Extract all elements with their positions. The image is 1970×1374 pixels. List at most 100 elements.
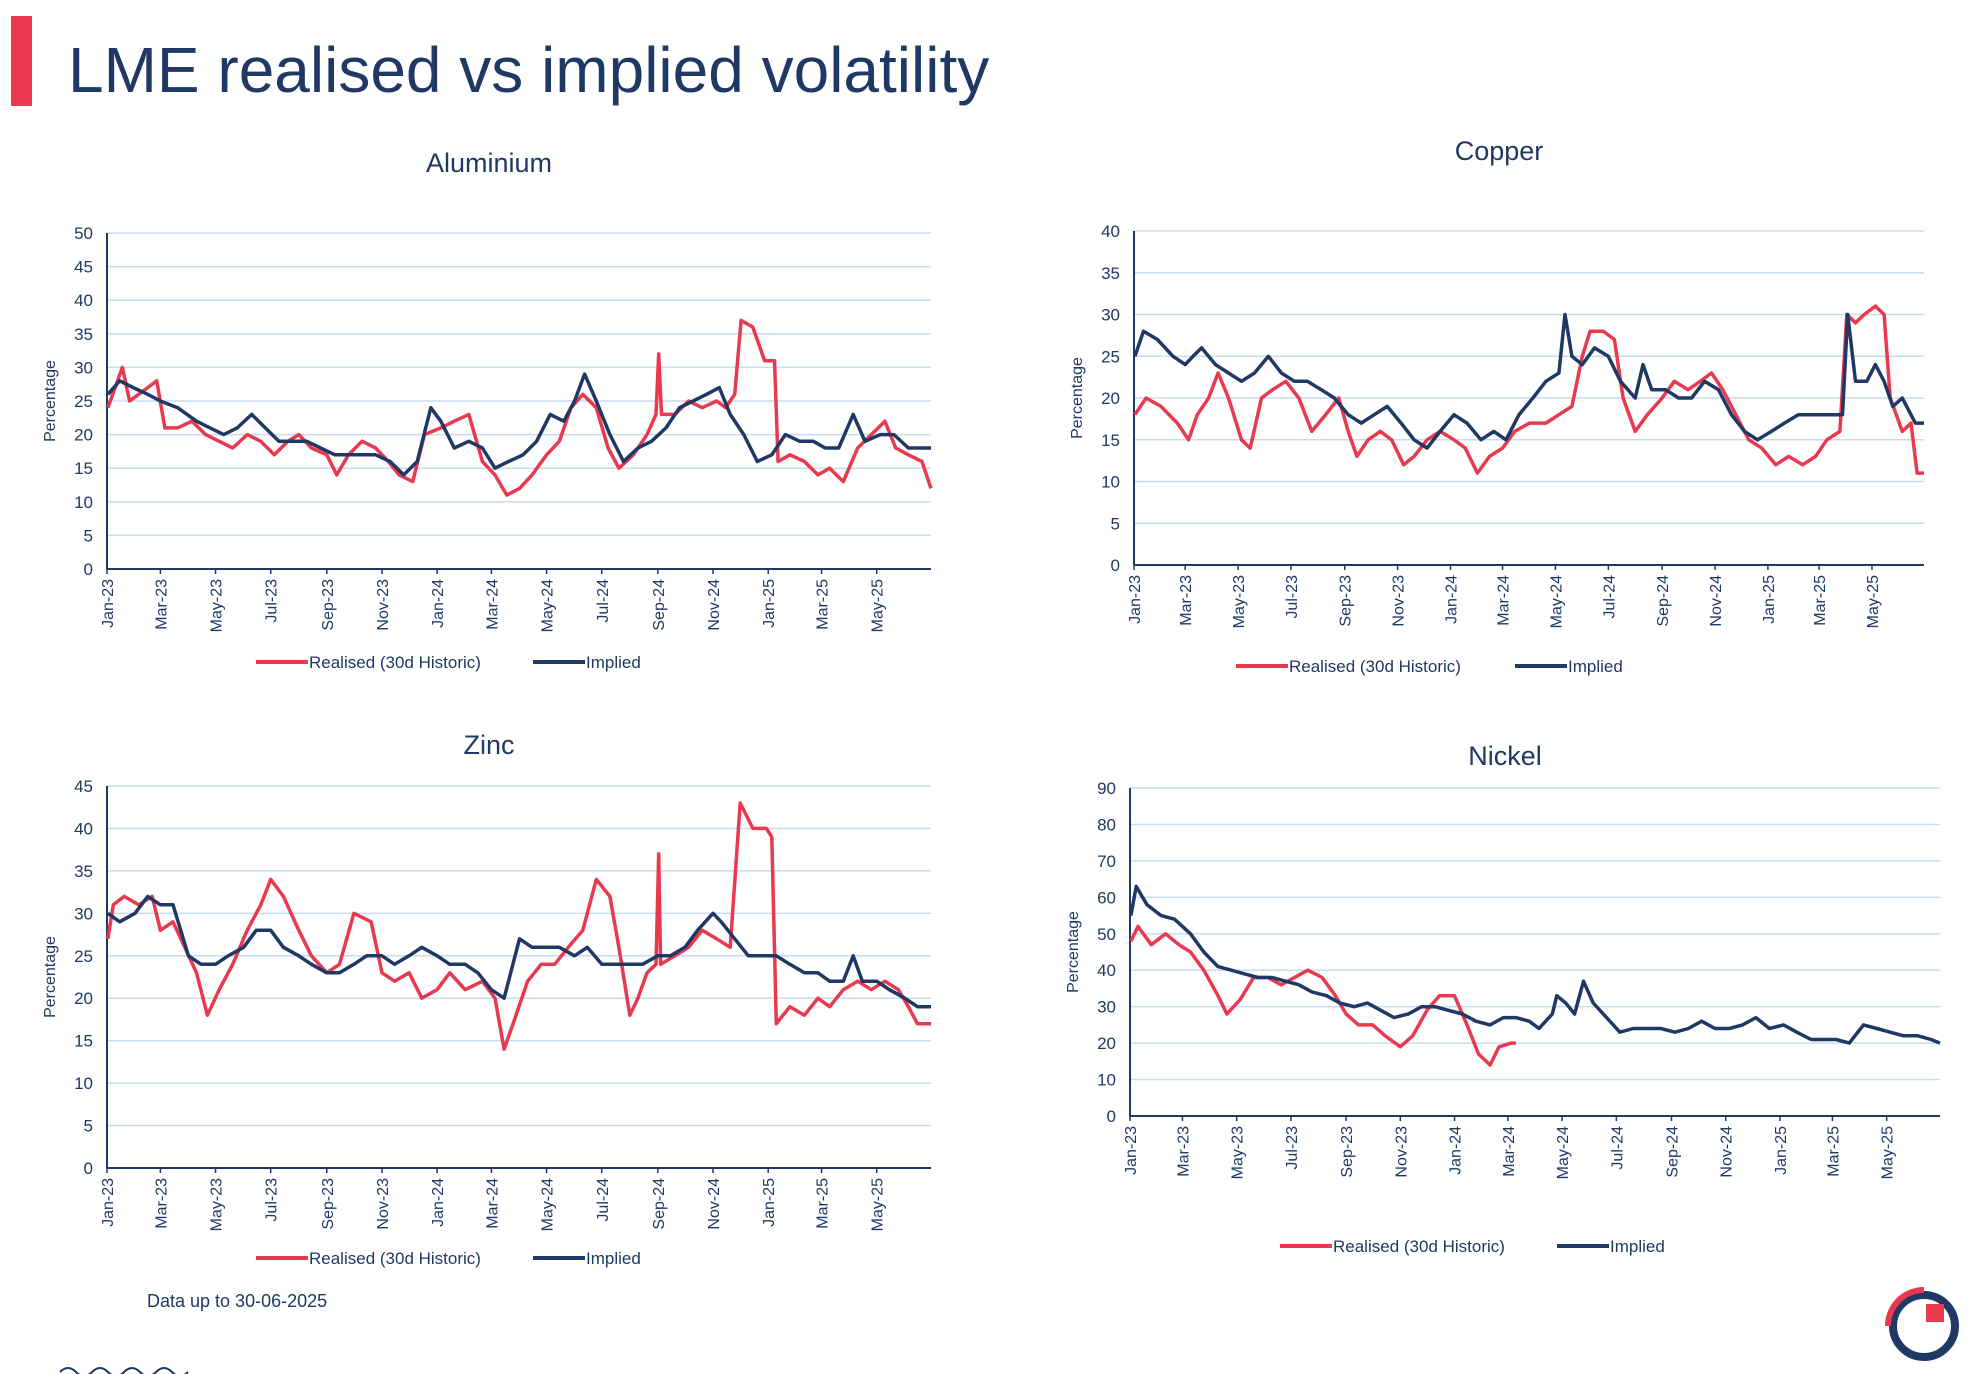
y-tick-label: 35	[1101, 264, 1120, 283]
y-tick-label: 35	[74, 862, 93, 881]
x-tick-label: Nov-23	[375, 1178, 392, 1230]
x-tick-label: May-25	[870, 579, 887, 632]
x-tick-label: Sep-23	[320, 1178, 337, 1230]
x-tick-label: Jul-24	[1601, 575, 1618, 619]
chart-panel-zinc: Zinc 0 5 10 15 20 25 30 35 40 45 Percentage Jan-23 Ma…	[30, 730, 950, 1270]
y-tick-label: 40	[74, 819, 93, 838]
x-tick-label: Jan-24	[1444, 575, 1461, 624]
x-tick-label: May-24	[540, 579, 557, 632]
chart-svg-aluminium: Aluminium 0 5 10 15 20 25 30 35 40 45 50 Percentage J…	[42, 148, 933, 672]
y-tick-label: 0	[1107, 1107, 1116, 1126]
x-tick-label: Jan-24	[430, 1178, 447, 1227]
y-tick-label: 25	[1101, 347, 1120, 366]
legend-label: Realised (30d Historic)	[1333, 1237, 1505, 1256]
chart-title: Zinc	[463, 730, 514, 760]
y-tick-label: 70	[1097, 852, 1116, 871]
y-tick-label: 5	[1111, 514, 1120, 533]
y-tick-label: 15	[74, 459, 93, 478]
y-tick-label: 0	[1111, 556, 1120, 575]
x-tick-label: Sep-24	[1664, 1126, 1681, 1178]
legend-label: Realised (30d Historic)	[1289, 657, 1461, 676]
x-tick-label: Mar-24	[484, 579, 501, 630]
series-line-implied	[1129, 884, 1941, 1045]
legend-label: Implied	[1568, 657, 1623, 676]
y-tick-label: 10	[74, 1074, 93, 1093]
x-tick-label: Mar-24	[1496, 575, 1513, 626]
x-tick-label: Jan-23	[100, 1178, 117, 1227]
y-axis-label: Percentage	[1069, 357, 1086, 439]
x-tick-label: Jan-23	[1123, 1126, 1140, 1175]
chart-title: Aluminium	[426, 148, 552, 178]
x-tick-label: Jul-23	[264, 579, 281, 623]
x-tick-label: Jan-25	[1761, 575, 1778, 624]
x-tick-label: Mar-24	[484, 1178, 501, 1229]
x-tick-label: Nov-24	[706, 579, 723, 631]
y-tick-label: 20	[74, 426, 93, 445]
x-tick-label: Mar-23	[153, 579, 170, 630]
x-tick-label: May-24	[1555, 1126, 1572, 1179]
x-tick-label: Jul-23	[264, 1178, 281, 1222]
legend-label: Realised (30d Historic)	[309, 653, 481, 672]
chart-panel-copper: Copper 0 5 10 15 20 25 30 35 40 Percentage Jan-23 Ma…	[1050, 136, 1970, 686]
y-axis-label: Percentage	[42, 936, 59, 1018]
x-tick-label: Mar-23	[1175, 1126, 1192, 1177]
x-tick-label: Nov-23	[375, 579, 392, 631]
y-tick-label: 50	[74, 224, 93, 243]
x-tick-label: Sep-24	[651, 1178, 668, 1230]
logo-mark-icon	[1885, 1287, 1959, 1361]
x-tick-label: Mar-23	[1178, 575, 1195, 626]
x-tick-label: May-23	[209, 1178, 226, 1231]
bottom-decorative-mark	[59, 1367, 189, 1374]
x-tick-label: Nov-23	[1393, 1126, 1410, 1178]
chart-svg-zinc: Zinc 0 5 10 15 20 25 30 35 40 45 Percentage Jan-23 Ma…	[42, 730, 931, 1268]
y-tick-label: 40	[1101, 222, 1120, 241]
y-tick-label: 45	[74, 777, 93, 796]
x-tick-label: Nov-24	[706, 1178, 723, 1230]
y-tick-label: 20	[1101, 389, 1120, 408]
series-line-realised	[1133, 304, 1924, 475]
x-tick-label: May-23	[1230, 1126, 1247, 1179]
y-tick-label: 30	[74, 904, 93, 923]
x-tick-label: Jan-23	[1127, 575, 1144, 624]
x-tick-label: May-24	[1548, 575, 1565, 628]
x-tick-label: Sep-24	[1655, 575, 1672, 627]
legend-label: Implied	[586, 1249, 641, 1268]
page-title: LME realised vs implied volatility	[68, 34, 990, 106]
chart-panel-aluminium: Aluminium 0 5 10 15 20 25 30 35 40 45 50 Percentage J…	[30, 140, 950, 680]
x-tick-label: Jul-23	[1284, 575, 1301, 619]
y-tick-label: 30	[1097, 998, 1116, 1017]
x-tick-label: Mar-25	[815, 579, 832, 630]
data-date-footnote: Data up to 30-06-2025	[147, 1291, 328, 1311]
x-tick-label: Jan-25	[1773, 1126, 1790, 1175]
series-line-implied	[106, 372, 931, 477]
x-tick-label: May-25	[1865, 575, 1882, 628]
x-tick-label: Jul-24	[595, 1178, 612, 1222]
x-tick-label: Jan-25	[761, 579, 778, 628]
y-tick-label: 40	[1097, 961, 1116, 980]
y-tick-label: 20	[1097, 1034, 1116, 1053]
y-tick-label: 40	[74, 291, 93, 310]
series-line-implied	[106, 894, 931, 1009]
x-tick-label: Mar-25	[1812, 575, 1829, 626]
y-tick-label: 20	[74, 989, 93, 1008]
x-tick-label: May-23	[209, 579, 226, 632]
chart-svg-copper: Copper 0 5 10 15 20 25 30 35 40 Percentage Jan-23 Ma…	[1069, 136, 1924, 676]
y-tick-label: 0	[84, 1159, 93, 1178]
x-tick-label: May-25	[870, 1178, 887, 1231]
y-tick-label: 15	[74, 1032, 93, 1051]
chart-svg-nickel: Nickel 0 10 20 30 40 50 60 70 80 90 Percentage Jan-2…	[1065, 741, 1941, 1256]
x-tick-label: Mar-24	[1501, 1126, 1518, 1177]
x-tick-label: Mar-25	[815, 1178, 832, 1229]
x-tick-label: Nov-24	[1708, 575, 1725, 627]
y-tick-label: 60	[1097, 888, 1116, 907]
y-tick-label: 5	[84, 1117, 93, 1136]
x-tick-label: May-25	[1880, 1126, 1897, 1179]
chart-title: Copper	[1455, 136, 1544, 166]
series-line-implied	[1133, 312, 1924, 450]
y-tick-label: 80	[1097, 815, 1116, 834]
legend-label: Realised (30d Historic)	[309, 1249, 481, 1268]
y-tick-label: 10	[74, 493, 93, 512]
legend-label: Implied	[1610, 1237, 1665, 1256]
x-tick-label: Jan-24	[430, 579, 447, 628]
y-tick-label: 30	[1101, 306, 1120, 325]
